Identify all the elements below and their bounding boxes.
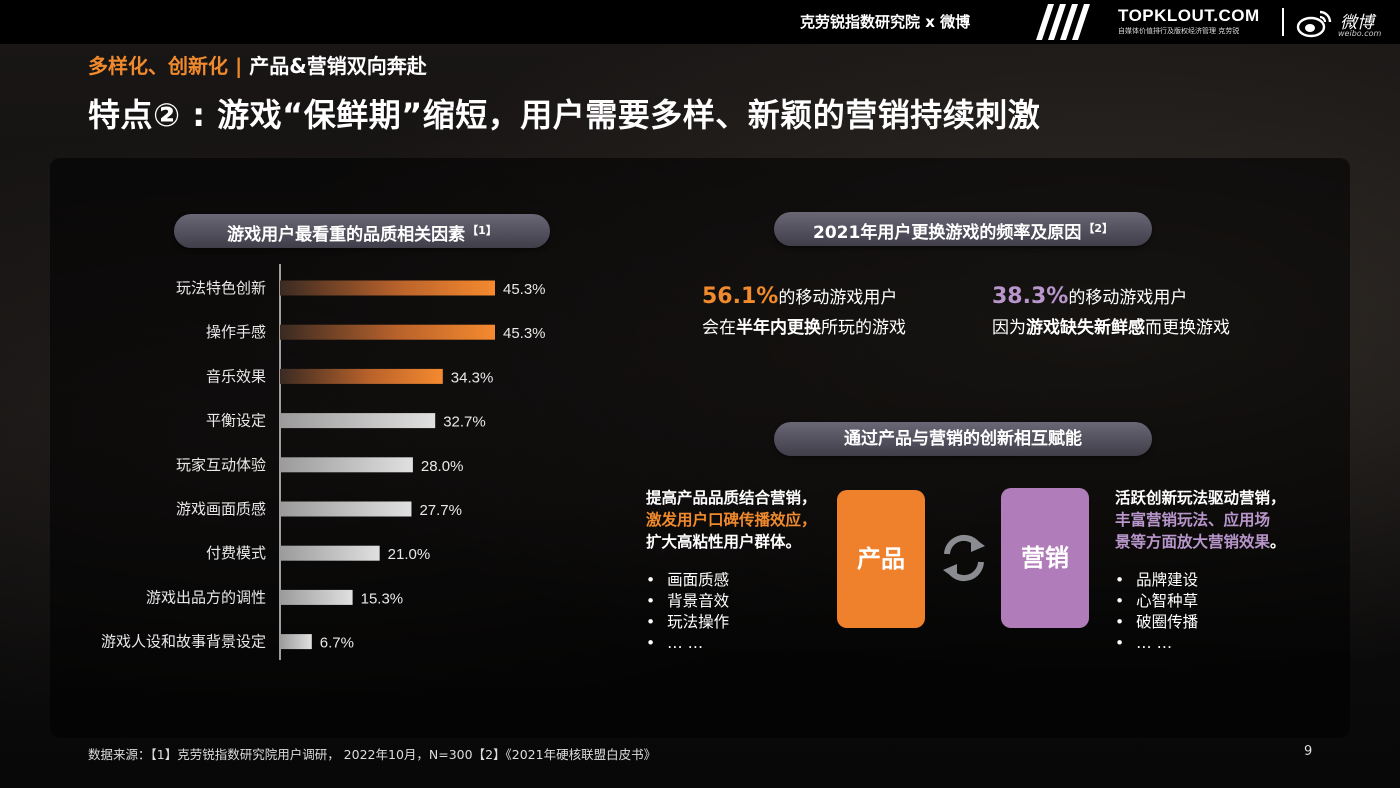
- marketing-bullet: 品牌建设: [1115, 570, 1198, 591]
- stat-freshness-line1: 的移动游戏用户: [1068, 288, 1188, 308]
- category-label: 游戏人设和故事背景设定: [101, 633, 266, 651]
- bar: [280, 324, 495, 340]
- topklout-tagline: 自媒体价值排行及版权经济管理 克劳锐: [1118, 27, 1240, 35]
- bar: [280, 634, 312, 650]
- product-bullet: 画面质感: [646, 570, 729, 591]
- page-number: 9: [1304, 744, 1313, 759]
- category-label: 操作手感: [206, 323, 266, 341]
- marketing-bullet: 心智种草: [1115, 591, 1198, 612]
- bar: [280, 589, 353, 605]
- stat-freshness-pre: 因为: [992, 318, 1026, 338]
- value-label: 45.3%: [503, 325, 546, 342]
- product-bullet: 玩法操作: [646, 612, 729, 633]
- product-box: 产品: [837, 490, 925, 628]
- weibo-logo-text: 微博: [1340, 13, 1374, 33]
- bar-chart: 玩法特色创新 45.3% 操作手感 45.3% 音乐效果 34.3% 平衡设定 32.7% 玩家…: [101, 264, 546, 660]
- data-source: 数据来源：【1】克劳锐指数研究院用户调研， 2022年10月，N=300【2】《…: [88, 747, 657, 762]
- chart-title: 游戏用户最看重的品质相关因素: [227, 225, 466, 245]
- marketing-lead-text: 活跃创新玩法驱动营销， 丰富营销玩法、应用场 景等方面放大营销效果。: [1115, 487, 1286, 553]
- bar: [280, 457, 413, 473]
- value-label: 15.3%: [361, 590, 404, 607]
- stat-half-year-bold: 半年内更换: [736, 318, 821, 338]
- stripes-logo-icon: [1036, 4, 1090, 40]
- product-lead-text: 提高产品品质结合营销， 激发用户口碑传播效应， 扩大高粘性用户群体。: [646, 487, 817, 553]
- product-bullet: 背景音效: [646, 591, 729, 612]
- frequency-title-pill: 2021年用户更换游戏的频率及原因 【2】: [774, 212, 1152, 246]
- chart-ref: 【1】: [467, 224, 497, 237]
- subtitle-part2: 产品&营销双向奔赴: [249, 54, 427, 78]
- topklout-logo: TOPKLOUT.COM: [1118, 6, 1260, 25]
- subtitle-part1: 多样化、创新化: [88, 54, 228, 78]
- bar: [280, 413, 436, 429]
- logo-separator: [1282, 8, 1284, 36]
- page-title: 特点② : 游戏“保鲜期”缩短，用户需要多样、新颖的营销持续刺激: [88, 96, 1041, 134]
- stat-freshness-post: 而更换游戏: [1145, 318, 1230, 338]
- value-label: 21.0%: [388, 546, 431, 563]
- marketing-bullet: 破圈传播: [1115, 612, 1198, 633]
- value-label: 27.7%: [419, 502, 462, 519]
- subtitle-divider: |: [234, 54, 243, 78]
- chart-title-pill: 游戏用户最看重的品质相关因素 【1】: [174, 214, 550, 248]
- synergy-title: 通过产品与营销的创新相互赋能: [844, 429, 1082, 449]
- section-subtitle: 多样化、创新化 | 产品&营销双向奔赴: [88, 50, 427, 79]
- marketing-bullet: … …: [1115, 633, 1198, 654]
- bar: [280, 501, 412, 517]
- category-label: 平衡设定: [206, 412, 266, 430]
- bar: [280, 280, 495, 296]
- value-label: 6.7%: [320, 635, 354, 652]
- frequency-title: 2021年用户更换游戏的频率及原因: [813, 223, 1082, 243]
- marketing-lead-line3b: 。: [1270, 533, 1286, 551]
- category-label: 游戏画面质感: [176, 500, 266, 518]
- weibo-logo-icon: [1296, 10, 1332, 38]
- category-label: 玩家互动体验: [176, 456, 266, 474]
- product-lead-line3: 扩大高粘性用户群体。: [646, 533, 802, 551]
- value-label: 32.7%: [443, 414, 486, 431]
- frequency-ref: 【2】: [1083, 222, 1113, 235]
- marketing-bullets: 品牌建设 心智种草 破圈传播 … …: [1115, 570, 1198, 654]
- stat-freshness-pct: 38.3%: [992, 284, 1069, 309]
- stat-half-year: 56.1%的移动游戏用户 会在半年内更换所玩的游戏: [702, 282, 906, 343]
- stat-half-year-pre: 会在: [702, 318, 736, 338]
- stat-half-year-line1: 的移动游戏用户: [778, 288, 898, 308]
- bar: [280, 545, 380, 561]
- product-bullets: 画面质感 背景音效 玩法操作 … …: [646, 570, 729, 654]
- value-label: 34.3%: [451, 369, 494, 386]
- marketing-box: 营销: [1001, 488, 1089, 628]
- product-lead-line2: 激发用户口碑传播效应，: [646, 511, 817, 529]
- stat-freshness: 38.3%的移动游戏用户 因为游戏缺失新鲜感而更换游戏: [992, 282, 1230, 343]
- stat-half-year-post: 所玩的游戏: [821, 318, 906, 338]
- marketing-lead-line2: 丰富营销玩法、应用场: [1115, 511, 1271, 529]
- product-lead-line1: 提高产品品质结合营销，: [646, 489, 817, 507]
- brand-text: 克劳锐指数研究院 x 微博: [800, 13, 971, 31]
- category-label: 付费模式: [206, 544, 266, 562]
- value-label: 28.0%: [421, 458, 464, 475]
- value-label: 45.3%: [503, 281, 546, 298]
- synergy-title-pill: 通过产品与营销的创新相互赋能: [774, 422, 1152, 456]
- cycle-arrows-icon: [943, 534, 985, 582]
- weibo-domain: weibo.com: [1338, 29, 1382, 38]
- top-bar: 克劳锐指数研究院 x 微博 TOPKLOUT.COM 自媒体价值排行及版权经济管…: [0, 0, 1400, 44]
- bar: [280, 368, 443, 384]
- marketing-lead-line1: 活跃创新玩法驱动营销，: [1115, 489, 1286, 507]
- stat-freshness-bold: 游戏缺失新鲜感: [1026, 318, 1145, 338]
- category-label: 游戏出品方的调性: [146, 588, 266, 606]
- marketing-lead-line3a: 景等方面放大营销效果: [1115, 533, 1271, 551]
- product-bullet: … …: [646, 633, 729, 654]
- category-label: 音乐效果: [206, 367, 266, 385]
- category-label: 玩法特色创新: [176, 279, 266, 297]
- stat-half-year-pct: 56.1%: [702, 284, 779, 309]
